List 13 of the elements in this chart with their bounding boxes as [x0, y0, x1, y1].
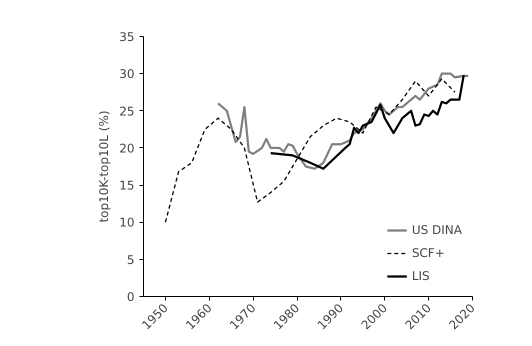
- line-series: [216, 72, 470, 170]
- y-tick-label: 10: [119, 216, 135, 230]
- y-axis-title: top10K-top10L (%): [97, 110, 112, 223]
- legend-label: LIS: [412, 269, 431, 283]
- y-tick-label: 5: [126, 252, 135, 267]
- y-tick-label: 20: [119, 141, 135, 156]
- y-tick-label: 25: [119, 104, 135, 118]
- y-tick-label: 0: [126, 290, 135, 304]
- y-tick-label: 30: [119, 67, 135, 82]
- legend-label: SCF+: [412, 246, 445, 260]
- y-tick-label: 35: [119, 30, 135, 44]
- legend-label: US DINA: [412, 223, 462, 237]
- y-tick-label: 15: [119, 178, 135, 193]
